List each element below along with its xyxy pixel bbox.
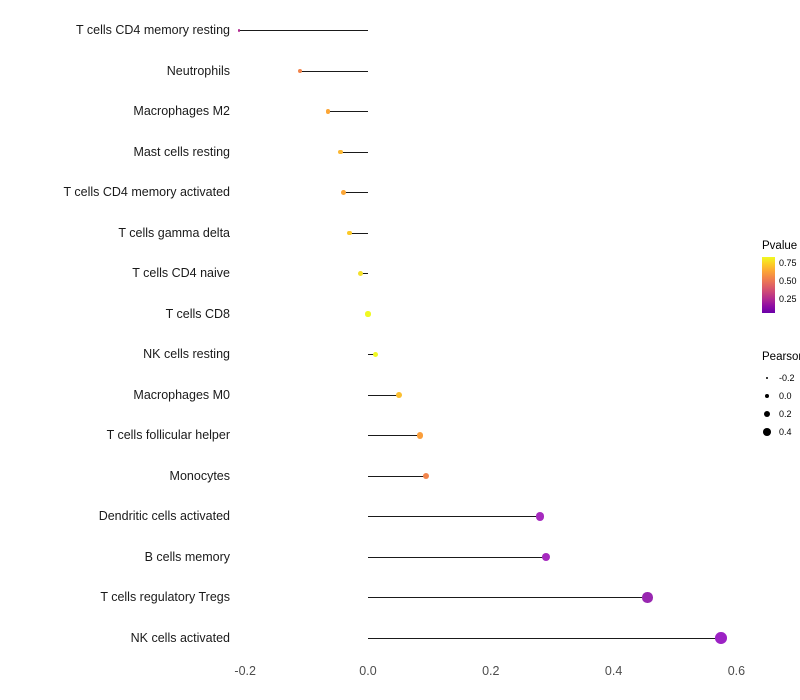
data-point — [358, 270, 364, 277]
data-point — [423, 472, 430, 480]
pearson-size-dot — [764, 411, 770, 417]
x-tick-label: 0.0 — [359, 664, 377, 678]
data-point — [395, 392, 402, 398]
pvalue-gradient-bar — [762, 257, 775, 313]
category-label: Macrophages M0 — [133, 387, 230, 402]
pvalue-tick-label: 0.75 — [779, 258, 797, 268]
category-label: NK cells resting — [143, 347, 230, 361]
pearson-size-dot — [764, 393, 770, 399]
data-point — [337, 149, 343, 155]
category-label: Dendritic cells activated — [98, 509, 230, 523]
category-label: T cells CD4 naive — [132, 266, 230, 280]
category-label: B cells memory — [144, 549, 230, 564]
data-point — [341, 190, 346, 195]
category-label: Mast cells resting — [133, 144, 230, 159]
x-tick-label: 0.2 — [482, 664, 500, 678]
stem-line — [300, 70, 368, 72]
pearson-legend-title: Pearson — [762, 351, 800, 363]
x-tick-label: 0.6 — [727, 664, 746, 678]
stem-line — [368, 475, 427, 477]
category-label: Monocytes — [169, 468, 230, 483]
stem-line — [343, 192, 368, 193]
stem-line — [368, 556, 547, 558]
category-label: T cells follicular helper — [106, 428, 230, 442]
data-point — [298, 68, 303, 73]
category-label: Neutrophils — [166, 63, 230, 78]
category-label: Macrophages M2 — [133, 104, 230, 118]
pearson-tick-label: 0.4 — [779, 427, 792, 437]
data-point — [541, 552, 551, 562]
pearson-tick-label: -0.2 — [779, 373, 795, 383]
data-point — [535, 512, 545, 521]
stem-line — [368, 597, 648, 598]
data-point — [642, 592, 653, 603]
stem-line — [368, 394, 399, 396]
stem-line — [368, 354, 376, 355]
x-tick-label: 0.4 — [604, 664, 623, 678]
stem-line — [360, 273, 368, 274]
pvalue-tick-label: 0.25 — [779, 294, 797, 304]
data-point — [347, 230, 353, 236]
data-point — [715, 632, 727, 644]
data-point — [325, 109, 331, 114]
stem-line — [340, 151, 368, 153]
category-label: T cells CD4 memory activated — [63, 185, 231, 199]
stem-line — [368, 516, 540, 517]
pearson-size-dot — [763, 428, 771, 436]
pearson-tick-label: 0.2 — [779, 409, 792, 419]
pearson-tick-label: 0.0 — [779, 391, 792, 401]
pvalue-legend-title: Pvalue — [762, 240, 798, 252]
stem-line — [368, 435, 421, 436]
category-label: T cells regulatory Tregs — [100, 590, 230, 604]
pvalue-tick-label: 0.50 — [779, 276, 797, 286]
stem-line — [328, 111, 368, 112]
x-tick-label: -0.2 — [234, 664, 256, 678]
data-point — [365, 311, 371, 317]
pearson-size-dot — [765, 376, 769, 380]
category-label: T cells CD8 — [165, 306, 230, 321]
category-label: T cells CD4 memory resting — [76, 23, 230, 37]
data-point — [372, 351, 379, 358]
category-label: T cells gamma delta — [118, 225, 230, 240]
category-label: NK cells activated — [130, 630, 230, 645]
data-point — [417, 432, 424, 439]
stem-line — [349, 232, 368, 234]
stem-line — [239, 30, 368, 31]
data-point — [237, 29, 241, 32]
stem-line — [368, 637, 722, 639]
